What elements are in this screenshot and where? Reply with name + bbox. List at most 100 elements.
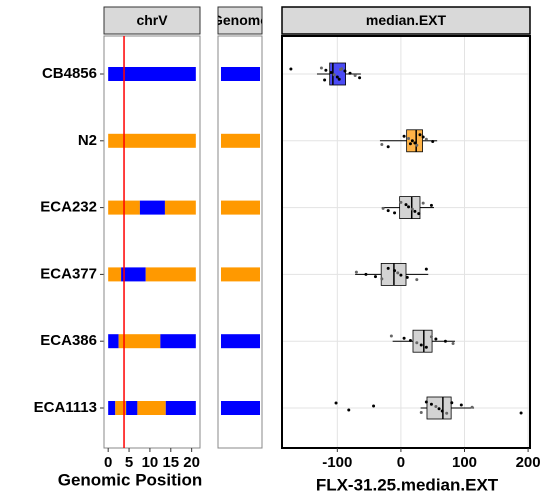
- y-tick-label: N2: [78, 132, 97, 149]
- x-axis-title: Genomic Position: [58, 470, 203, 489]
- outlier: [289, 67, 293, 71]
- genome-tile: [221, 67, 260, 81]
- jitter-point: [399, 200, 403, 204]
- x-tick-label: 20: [183, 454, 200, 471]
- jitter-point: [419, 343, 423, 347]
- jitter-point: [429, 203, 433, 207]
- jitter-point: [408, 338, 412, 342]
- x-tick-label: 100: [452, 454, 477, 471]
- jitter-point: [419, 411, 423, 414]
- jitter-point: [407, 137, 411, 141]
- jitter-point: [380, 277, 384, 281]
- y-tick-label: ECA377: [40, 265, 97, 282]
- genotype-segment: [108, 133, 196, 148]
- jitter-point: [421, 135, 425, 139]
- jitter-point: [324, 68, 328, 72]
- jitter-point: [399, 273, 403, 277]
- x-axis-title: FLX-31.25.median.EXT: [316, 475, 499, 494]
- genotype-segment: [115, 401, 127, 415]
- jitter-point: [415, 278, 419, 282]
- x-tick-label: 5: [125, 454, 133, 471]
- jitter-point: [407, 205, 411, 209]
- jitter-point: [451, 341, 455, 345]
- jitter-point: [413, 209, 417, 213]
- jitter-point: [440, 409, 444, 413]
- jitter-point: [459, 403, 463, 407]
- genotype-segment: [121, 267, 146, 282]
- panel: [217, 35, 263, 449]
- box: [329, 62, 346, 86]
- x-tick-label: 200: [516, 454, 540, 471]
- genotype-segment: [108, 67, 196, 81]
- jitter-point: [353, 74, 357, 77]
- genotype-segment: [118, 334, 161, 349]
- outlier: [519, 411, 523, 415]
- jitter-point: [402, 336, 406, 340]
- y-tick-label: CB4856: [42, 65, 97, 82]
- genotype-segment: [139, 200, 165, 215]
- genome-tile: [221, 133, 260, 148]
- jitter-point: [405, 275, 409, 279]
- jitter-point: [402, 134, 406, 138]
- jitter-point: [323, 78, 327, 82]
- genome-tile: [221, 200, 260, 215]
- jitter-point: [429, 402, 433, 406]
- jitter-point: [404, 203, 408, 207]
- jitter-point: [381, 206, 385, 210]
- jitter-point: [319, 66, 323, 70]
- jitter-point: [434, 405, 438, 408]
- jitter-point: [408, 142, 412, 146]
- jitter-point: [429, 335, 433, 339]
- jitter-point: [424, 345, 428, 349]
- jitter-point: [329, 71, 333, 74]
- jitter-point: [445, 411, 449, 415]
- jitter-point: [415, 341, 419, 345]
- genotype-segment: [108, 267, 122, 282]
- jitter-point: [413, 141, 417, 145]
- strip: [103, 6, 201, 35]
- jitter-point: [421, 201, 425, 205]
- jitter-point: [431, 140, 435, 144]
- jitter-point: [470, 405, 474, 409]
- jitter-point: [386, 145, 390, 149]
- genotype-segment: [108, 334, 119, 349]
- jitter-point: [343, 69, 347, 73]
- jitter-point: [386, 209, 390, 213]
- y-tick-label: ECA1113: [34, 399, 97, 416]
- x-tick-label: 0: [104, 454, 112, 471]
- jitter-point: [443, 339, 447, 343]
- jitter-point: [437, 407, 441, 411]
- genotype-segment: [145, 267, 196, 282]
- strip-title: chrV: [136, 12, 168, 28]
- jitter-point: [364, 272, 368, 276]
- jitter-point: [410, 139, 414, 143]
- jitter-point: [417, 212, 421, 216]
- genotype-segment: [164, 200, 196, 215]
- jitter-point: [424, 267, 428, 271]
- x-tick-label: 0: [397, 454, 405, 471]
- jitter-point: [380, 143, 384, 147]
- jitter-point: [424, 137, 428, 141]
- jitter-point: [393, 211, 397, 215]
- y-tick-label: ECA232: [40, 199, 97, 216]
- jitter-point: [337, 77, 341, 81]
- panel: [103, 35, 201, 449]
- jitter-point: [434, 337, 438, 341]
- strip-title: median.EXT: [366, 12, 447, 28]
- jitter-point: [332, 73, 336, 77]
- jitter-point: [410, 207, 414, 211]
- y-tick-label: ECA386: [40, 332, 97, 349]
- jitter-point: [386, 266, 390, 270]
- jitter-point: [418, 133, 422, 137]
- x-tick-label: -100: [322, 454, 352, 471]
- genome-tile: [221, 401, 260, 415]
- jitter-point: [373, 275, 377, 279]
- genotype-segment: [137, 401, 166, 415]
- jitter-point: [348, 71, 352, 75]
- strip-title: Genome: [212, 12, 268, 28]
- jitter-point: [396, 271, 400, 275]
- box: [412, 329, 433, 353]
- box: [406, 129, 423, 153]
- panel-border: [281, 35, 531, 449]
